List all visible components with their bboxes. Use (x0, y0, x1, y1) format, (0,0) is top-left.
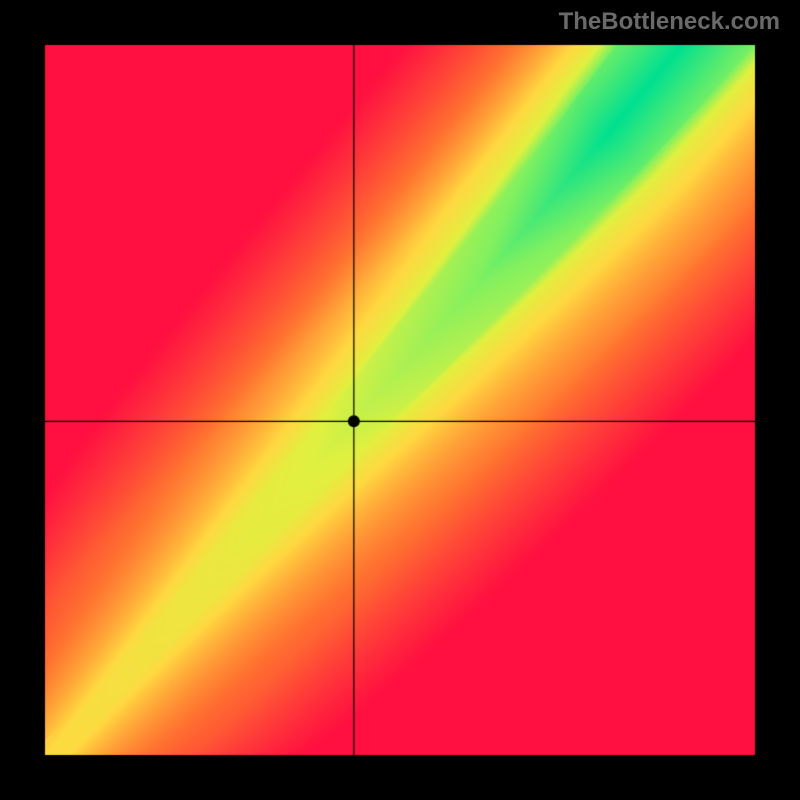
watermark-text: TheBottleneck.com (559, 8, 780, 36)
heatmap-canvas (0, 0, 800, 800)
chart-container: TheBottleneck.com (0, 0, 800, 800)
